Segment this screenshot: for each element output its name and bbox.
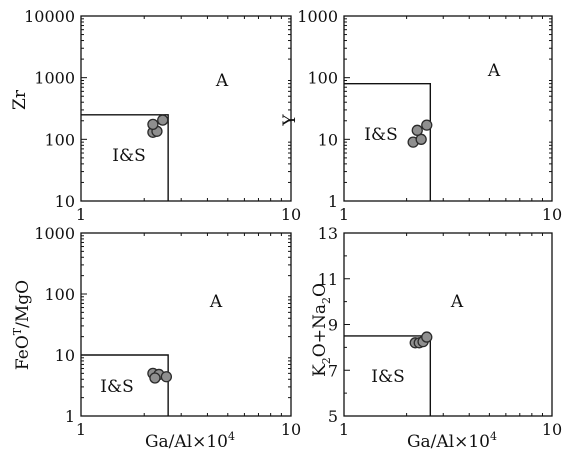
data-point: [149, 372, 161, 384]
y-tick-label: 1000: [34, 224, 75, 243]
y-axis-label: K2O+Na2O: [310, 283, 333, 377]
plot-frame: [80, 15, 292, 202]
data-point: [157, 114, 169, 126]
field-label-a: A: [450, 292, 464, 312]
x-tick-label: 10: [542, 420, 562, 439]
x-tick-label: 10: [281, 205, 301, 224]
y-tick-label: 13: [318, 224, 338, 243]
y-tick-label: 11: [318, 270, 338, 289]
data-point: [421, 331, 433, 343]
field-label-is: I&S: [100, 377, 134, 397]
y-tick-label: 10: [55, 192, 75, 211]
y-tick-label: 100: [307, 69, 338, 88]
chart-panel-3: 1 10 1 10 100 1000 I&S A FeOT/MgO Ga/Al×104: [11, 224, 301, 452]
plot-frame: [80, 232, 292, 417]
x-tick-label: 10: [542, 205, 562, 224]
y-axis-label: Zr: [10, 89, 30, 110]
field-label-a: A: [209, 292, 223, 312]
field-label-is: I&S: [371, 367, 405, 387]
y-tick-label: 10: [318, 130, 338, 149]
x-axis-label: Ga/Al×104: [145, 430, 235, 452]
y-tick-label: 10: [55, 346, 75, 365]
y-tick-label: 1000: [297, 7, 338, 26]
x-tick-label: 10: [281, 420, 301, 439]
y-tick-label: 100: [44, 130, 75, 149]
field-label-is: I&S: [364, 125, 398, 145]
x-tick-label: 1: [339, 420, 349, 439]
chart-panel-4: 1 10 5 7 9 11 13 I&S A K2O+Na2O Ga/Al×104: [310, 224, 562, 452]
field-boundary-line: [81, 354, 169, 416]
plot-frame: [343, 232, 553, 417]
field-label-is: I&S: [112, 146, 146, 166]
x-tick-label: 1: [76, 420, 86, 439]
field-boundary-line: [81, 114, 169, 201]
x-tick-label: 1: [339, 205, 349, 224]
y-axis-label: FeOT/MgO: [11, 280, 33, 370]
field-label-a: A: [215, 71, 229, 91]
y-tick-label: 1: [328, 192, 338, 211]
x-tick-label: 1: [76, 205, 86, 224]
x-axis-label: Ga/Al×104: [407, 430, 497, 452]
y-axis-label: Y: [280, 114, 300, 127]
field-boundary-line: [344, 82, 432, 201]
y-tick-label: 1000: [34, 69, 75, 88]
field-label-a: A: [487, 61, 501, 81]
y-tick-label: 7: [328, 361, 338, 380]
y-tick-label: 1: [65, 407, 75, 426]
y-tick-label: 9: [328, 316, 338, 335]
data-point: [160, 371, 173, 383]
y-tick-label: 100: [44, 285, 75, 304]
data-point: [147, 118, 159, 130]
data-point: [421, 119, 433, 131]
y-tick-label: 10000: [24, 7, 75, 26]
data-point: [411, 124, 423, 136]
y-tick-label: 5: [328, 407, 338, 426]
plot-frame: [343, 15, 553, 202]
chart-panel-2: 1 10 1 10 100 1000 I&S A Y: [280, 7, 562, 224]
